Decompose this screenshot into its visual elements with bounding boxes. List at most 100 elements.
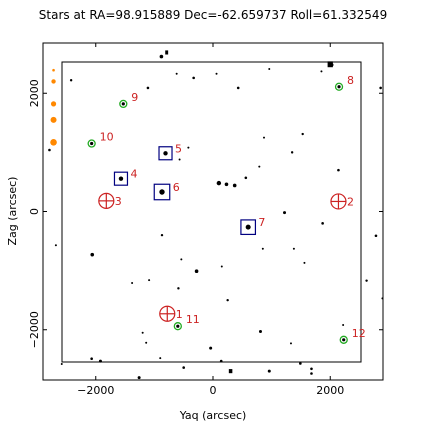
- field-star: [379, 86, 382, 90]
- bright-star: [165, 50, 169, 55]
- field-star: [48, 148, 51, 152]
- field-star: [160, 233, 164, 237]
- acq-star-marker: [119, 99, 128, 109]
- bright-star: [228, 369, 233, 374]
- field-star: [365, 279, 368, 282]
- x-axis: −2000 0 2000: [77, 43, 344, 397]
- field-star: [146, 86, 150, 90]
- field-star: [310, 367, 313, 371]
- field-star: [69, 79, 73, 82]
- ccd-outline: [61, 61, 362, 363]
- field-star: [90, 252, 95, 257]
- acq-star-label: 8: [347, 74, 354, 87]
- acquisition-stars: [87, 82, 348, 344]
- acq-star-label: 11: [186, 313, 200, 326]
- guide-star-box: [113, 171, 129, 186]
- field-star: [283, 211, 287, 215]
- field-star: [148, 279, 151, 282]
- field-star: [215, 72, 218, 75]
- field-star: [226, 298, 229, 302]
- acq-star-marker: [173, 322, 182, 331]
- field-star: [216, 180, 222, 186]
- acq-star-label: 9: [131, 91, 138, 104]
- field-star: [220, 265, 223, 268]
- acq-star-dot: [337, 85, 341, 89]
- field-star: [60, 363, 63, 366]
- field-stars: [48, 50, 384, 380]
- field-star: [192, 76, 195, 80]
- y-tick-label: 0: [28, 208, 41, 215]
- field-star: [301, 132, 304, 136]
- field-star: [374, 234, 378, 238]
- x-axis-label: Yaq (arcsec): [179, 409, 247, 422]
- edge-star: [51, 79, 56, 84]
- field-star: [244, 176, 248, 180]
- acq-star-dot: [176, 324, 180, 328]
- field-star: [137, 376, 141, 380]
- field-star: [187, 146, 190, 149]
- field-star: [232, 183, 237, 188]
- guide-star-label: 6: [173, 181, 180, 194]
- y-axis-label: Zag (arcsec): [6, 177, 19, 246]
- edge-star: [50, 139, 57, 146]
- field-star: [145, 341, 148, 344]
- guide-star-box: [240, 219, 257, 236]
- field-star: [159, 54, 164, 59]
- acq-star-dot: [90, 141, 94, 146]
- field-star: [337, 168, 340, 172]
- field-star: [263, 136, 265, 139]
- acq-star-dot: [121, 102, 125, 106]
- field-star: [159, 357, 162, 360]
- y-tick-label: 2000: [28, 79, 41, 107]
- acq-star-marker: [334, 82, 344, 91]
- field-star: [177, 287, 180, 290]
- guide-star-dot: [163, 151, 168, 156]
- field-star: [303, 261, 306, 264]
- acq-star-label: 12: [352, 327, 366, 340]
- field-star: [290, 151, 294, 154]
- acq-star-label: 10: [100, 131, 114, 144]
- field-star: [54, 244, 57, 247]
- acq-star-marker: [87, 139, 96, 148]
- x-tick-label: 0: [210, 384, 217, 397]
- acq-star-dot: [342, 338, 346, 342]
- guide-star-label: 7: [258, 216, 265, 229]
- field-star: [320, 70, 323, 73]
- edge-stars: [50, 68, 57, 146]
- guide-star-label: 4: [130, 168, 137, 181]
- y-tick-label: −2000: [28, 311, 41, 348]
- field-star: [141, 331, 144, 334]
- field-star: [236, 86, 240, 90]
- guide-star-dot: [159, 189, 165, 195]
- field-star: [261, 247, 264, 250]
- field-star: [209, 346, 213, 350]
- field-star: [268, 68, 271, 71]
- field-star: [175, 72, 178, 75]
- edge-star: [50, 116, 57, 123]
- x-tick-label: −2000: [77, 384, 114, 397]
- fid-light-label: 2: [347, 195, 354, 208]
- field-star: [180, 258, 183, 261]
- field-star: [381, 297, 384, 300]
- field-star: [194, 269, 199, 274]
- field-star: [224, 182, 229, 187]
- guide-star-label: 5: [175, 142, 182, 155]
- field-star: [258, 165, 261, 168]
- field-star: [98, 359, 102, 363]
- guide-star-dot: [245, 224, 251, 230]
- field-star: [289, 342, 292, 345]
- field-star: [131, 282, 134, 285]
- y-axis: −2000 0 2000: [28, 79, 383, 348]
- edge-star: [50, 101, 57, 107]
- fid-light-label: 1: [176, 308, 183, 321]
- field-star: [292, 247, 295, 250]
- field-star: [342, 324, 345, 327]
- guide-star-box: [158, 146, 173, 161]
- chart-title: Stars at RA=98.915889 Dec=-62.659737 Rol…: [39, 8, 387, 22]
- field-star: [299, 362, 302, 365]
- guide-star-dot: [118, 176, 124, 181]
- field-star: [267, 369, 271, 373]
